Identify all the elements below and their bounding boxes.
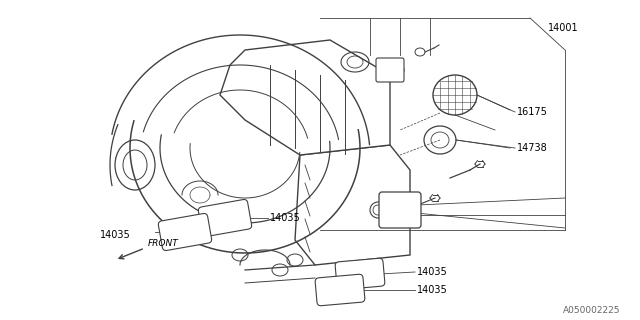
FancyBboxPatch shape — [376, 58, 404, 82]
Text: 14035: 14035 — [270, 213, 301, 223]
Text: A050002225: A050002225 — [563, 306, 620, 315]
Polygon shape — [295, 145, 410, 265]
Text: 14035: 14035 — [417, 285, 448, 295]
Text: 16175: 16175 — [517, 107, 548, 117]
FancyBboxPatch shape — [158, 213, 212, 251]
Polygon shape — [220, 40, 390, 155]
Text: 14001: 14001 — [548, 23, 579, 33]
FancyBboxPatch shape — [335, 258, 385, 290]
Text: FRONT: FRONT — [148, 239, 179, 248]
FancyBboxPatch shape — [198, 199, 252, 236]
Text: 14035: 14035 — [417, 267, 448, 277]
FancyBboxPatch shape — [379, 192, 421, 228]
FancyBboxPatch shape — [315, 274, 365, 306]
Text: 14035: 14035 — [100, 230, 131, 240]
Text: 14738: 14738 — [517, 143, 548, 153]
